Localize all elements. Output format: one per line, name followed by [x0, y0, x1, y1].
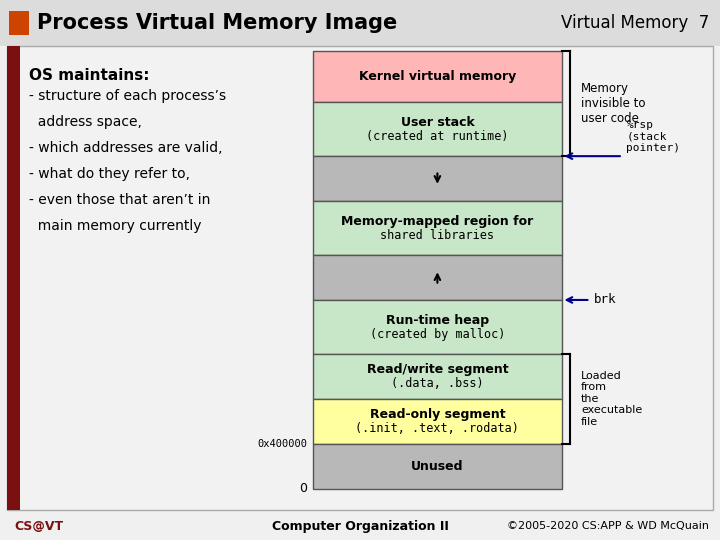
Text: Process Virtual Memory Image: Process Virtual Memory Image [37, 13, 397, 33]
Text: - even those that aren’t in: - even those that aren’t in [29, 193, 210, 207]
Text: Run-time heap: Run-time heap [386, 314, 489, 327]
Text: - which addresses are valid,: - which addresses are valid, [29, 141, 222, 155]
Text: CS@VT: CS@VT [14, 520, 63, 533]
Bar [0, 0, 720, 46]
Text: Loaded
from
the
executable
file: Loaded from the executable file [581, 370, 642, 427]
Bar [313, 354, 562, 399]
Text: Read/write segment: Read/write segment [366, 363, 508, 376]
Bar [9, 11, 29, 35]
Bar [313, 201, 562, 255]
Text: Virtual Memory  7: Virtual Memory 7 [561, 14, 709, 32]
Bar [313, 156, 562, 201]
Bar [313, 51, 562, 102]
Text: User stack: User stack [400, 116, 474, 129]
Text: Memory
invisible to
user code: Memory invisible to user code [581, 82, 646, 125]
Text: Read-only segment: Read-only segment [369, 408, 505, 421]
Text: Unused: Unused [411, 460, 464, 472]
Text: ©2005-2020 CS:APP & WD McQuain: ©2005-2020 CS:APP & WD McQuain [507, 522, 709, 531]
Text: shared libraries: shared libraries [380, 229, 495, 242]
Text: - structure of each process’s: - structure of each process’s [29, 89, 226, 103]
Text: (.data, .bss): (.data, .bss) [391, 377, 484, 390]
Text: 0x400000: 0x400000 [258, 439, 307, 449]
Bar [313, 399, 562, 444]
Text: (.init, .text, .rodata): (.init, .text, .rodata) [356, 422, 519, 435]
Text: Computer Organization II: Computer Organization II [271, 520, 449, 533]
Text: Kernel virtual memory: Kernel virtual memory [359, 70, 516, 83]
Bar [7, 46, 713, 510]
Text: (created at runtime): (created at runtime) [366, 130, 508, 143]
Text: 0: 0 [300, 482, 307, 495]
Text: Memory-mapped region for: Memory-mapped region for [341, 215, 534, 228]
Text: main memory currently: main memory currently [29, 219, 202, 233]
Text: %rsp
(stack
pointer): %rsp (stack pointer) [626, 120, 680, 153]
Bar [313, 255, 562, 300]
Text: (created by malloc): (created by malloc) [369, 328, 505, 341]
Text: address space,: address space, [29, 115, 142, 129]
Text: brk: brk [594, 293, 616, 307]
Bar [313, 102, 562, 156]
Bar [7, 46, 20, 510]
Bar [313, 444, 562, 489]
Bar [313, 300, 562, 354]
Text: OS maintains:: OS maintains: [29, 68, 149, 83]
Text: - what do they refer to,: - what do they refer to, [29, 167, 190, 181]
